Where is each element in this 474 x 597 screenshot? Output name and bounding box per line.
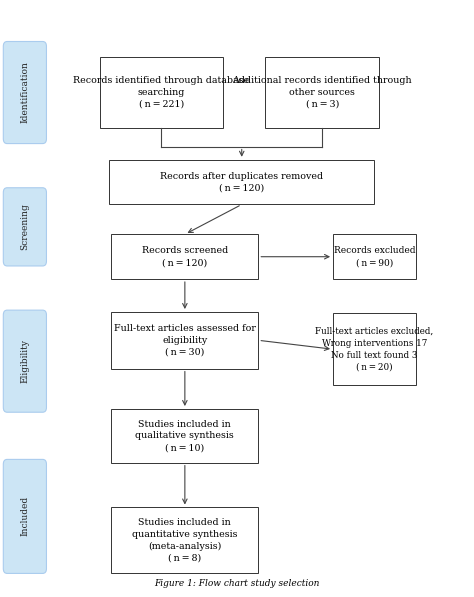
FancyBboxPatch shape bbox=[111, 312, 258, 368]
Text: Records excluded
( n = 90): Records excluded ( n = 90) bbox=[334, 247, 415, 267]
FancyBboxPatch shape bbox=[111, 409, 258, 463]
FancyBboxPatch shape bbox=[333, 313, 416, 385]
Text: Studies included in
qualitative synthesis
( n = 10): Studies included in qualitative synthesi… bbox=[136, 420, 234, 452]
Text: Full-text articles excluded,
Wrong interventions 17
No full text found 3
( n = 2: Full-text articles excluded, Wrong inter… bbox=[315, 327, 434, 371]
Text: Full-text articles assessed for
eligibility
( n = 30): Full-text articles assessed for eligibil… bbox=[114, 324, 256, 356]
FancyBboxPatch shape bbox=[3, 187, 46, 266]
FancyBboxPatch shape bbox=[3, 460, 46, 573]
Text: Identification: Identification bbox=[20, 61, 29, 124]
FancyBboxPatch shape bbox=[111, 235, 258, 279]
FancyBboxPatch shape bbox=[3, 42, 46, 144]
FancyBboxPatch shape bbox=[265, 57, 379, 128]
Text: Additional records identified through
other sources
( n = 3): Additional records identified through ot… bbox=[233, 76, 412, 109]
FancyBboxPatch shape bbox=[3, 310, 46, 412]
Text: Included: Included bbox=[20, 496, 29, 537]
Text: Screening: Screening bbox=[20, 204, 29, 250]
FancyBboxPatch shape bbox=[111, 507, 258, 573]
Text: Records screened
( n = 120): Records screened ( n = 120) bbox=[142, 247, 228, 267]
Text: Eligibility: Eligibility bbox=[20, 339, 29, 383]
FancyBboxPatch shape bbox=[100, 57, 223, 128]
Text: Records after duplicates removed
( n = 120): Records after duplicates removed ( n = 1… bbox=[160, 172, 323, 192]
FancyBboxPatch shape bbox=[109, 160, 374, 204]
Text: Figure 1: Flow chart study selection: Figure 1: Flow chart study selection bbox=[155, 579, 319, 588]
Text: Records identified through database
searching
( n = 221): Records identified through database sear… bbox=[73, 76, 249, 109]
FancyBboxPatch shape bbox=[333, 235, 416, 279]
Text: Studies included in
quantitative synthesis
(meta-analysis)
( n = 8): Studies included in quantitative synthes… bbox=[132, 518, 237, 562]
